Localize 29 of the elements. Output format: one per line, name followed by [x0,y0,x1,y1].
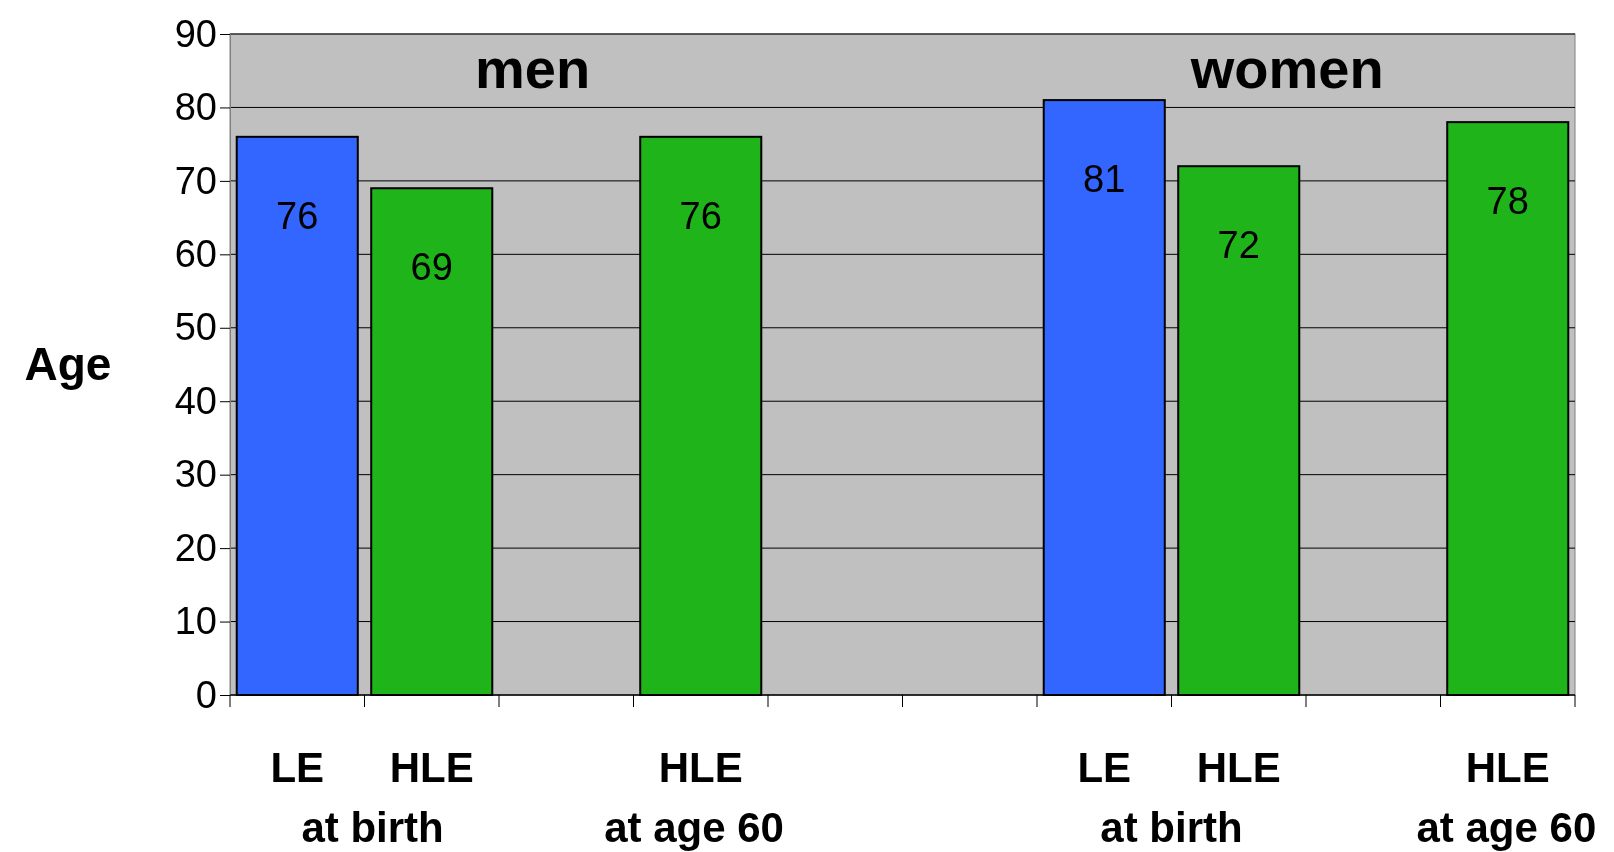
data-label: 76 [276,194,319,237]
y-tick-label: 40 [174,379,217,422]
annotation: men [475,37,591,100]
y-tick-label: 20 [174,526,217,569]
y-tick-label: 10 [174,600,217,643]
y-tick-label: 90 [174,12,217,55]
data-label: 69 [410,246,453,289]
data-label: 81 [1083,158,1126,201]
y-tick-label: 80 [174,86,217,129]
text: at birth [1100,804,1243,851]
y-tick-label: 60 [174,232,217,275]
y-tick-label: 0 [195,673,217,716]
text: at age 60 [604,804,784,851]
y-tick-label: 50 [174,306,217,349]
data-label: 78 [1486,180,1529,223]
data-label: 72 [1217,224,1260,267]
y-axis-title: Age [24,338,112,390]
x-tick-label: HLE [658,744,743,791]
y-tick-label: 30 [174,453,217,496]
annotation: women [1189,37,1384,100]
x-tick-label: LE [270,744,325,791]
x-tick-label: HLE [1196,744,1281,791]
x-tick-label: HLE [1465,744,1550,791]
y-tick-label: 70 [174,159,217,202]
data-label: 76 [679,194,722,237]
text: at birth [301,804,444,851]
x-tick-label: LE [1077,744,1132,791]
x-tick-label: HLE [389,744,474,791]
text: at age 60 [1416,804,1597,851]
